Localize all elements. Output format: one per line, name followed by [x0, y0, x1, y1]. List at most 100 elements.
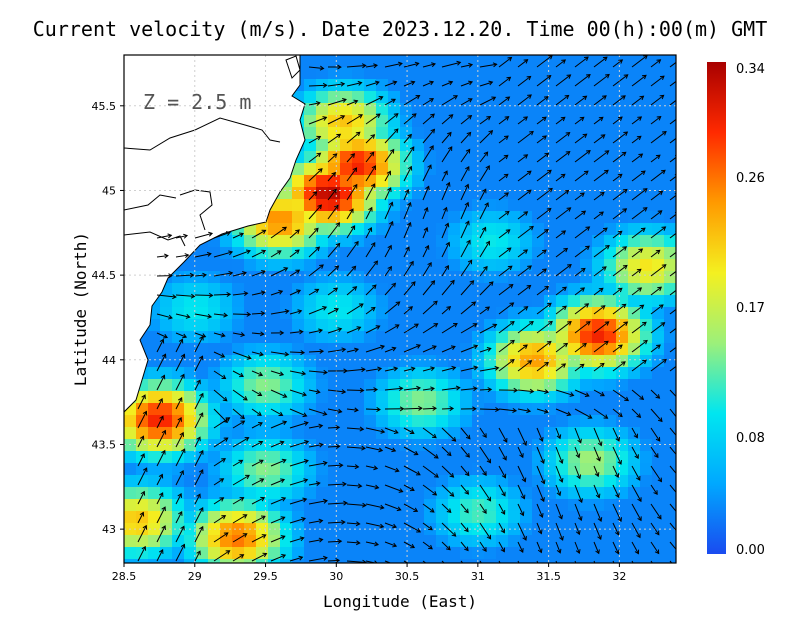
speed-cell: [580, 427, 593, 440]
speed-cell: [544, 547, 557, 560]
speed-cell: [160, 547, 173, 560]
speed-cell: [532, 367, 545, 380]
speed-cell: [292, 235, 305, 248]
speed-cell: [328, 355, 341, 368]
speed-cell: [352, 463, 365, 476]
speed-cell: [364, 319, 377, 332]
speed-cell: [304, 139, 317, 152]
speed-cell: [448, 199, 461, 212]
speed-cell: [544, 511, 557, 524]
speed-cell: [580, 463, 593, 476]
speed-cell: [412, 283, 425, 296]
speed-cell: [628, 163, 641, 176]
speed-cell: [436, 175, 449, 188]
speed-cell: [544, 427, 557, 440]
speed-cell: [340, 55, 353, 68]
speed-cell: [508, 355, 521, 368]
arrow-head: [634, 567, 638, 571]
speed-cell: [604, 175, 617, 188]
speed-cell: [400, 439, 413, 452]
plot-area: [124, 50, 684, 578]
speed-cell: [628, 511, 641, 524]
speed-cell: [256, 355, 269, 368]
speed-cell: [628, 331, 641, 344]
speed-cell: [232, 451, 245, 464]
y-tick-label: 45: [102, 184, 116, 197]
speed-cell: [592, 127, 605, 140]
speed-cell: [640, 415, 653, 428]
speed-cell: [604, 319, 617, 332]
speed-cell: [544, 139, 557, 152]
speed-cell: [364, 79, 377, 92]
speed-cell: [628, 247, 641, 260]
speed-cell: [580, 271, 593, 284]
speed-cell: [340, 451, 353, 464]
speed-cell: [304, 367, 317, 380]
speed-cell: [316, 187, 329, 200]
speed-cell: [664, 163, 677, 176]
speed-cell: [544, 307, 557, 320]
speed-cell: [616, 103, 629, 116]
speed-cell: [592, 103, 605, 116]
speed-cell: [304, 343, 317, 356]
speed-cell: [328, 211, 341, 224]
speed-cell: [292, 319, 305, 332]
speed-cell: [196, 475, 209, 488]
arrow-head: [676, 531, 680, 535]
speed-cell: [424, 559, 437, 572]
speed-cell: [652, 319, 665, 332]
speed-cell: [328, 151, 341, 164]
speed-cell: [628, 343, 641, 356]
speed-cell: [580, 403, 593, 416]
speed-cell: [484, 355, 497, 368]
speed-cell: [472, 187, 485, 200]
speed-cell: [424, 175, 437, 188]
speed-cell: [292, 211, 305, 224]
speed-cell: [508, 55, 521, 68]
arrow-head: [430, 565, 434, 569]
arrow-head: [678, 305, 682, 309]
speed-cell: [340, 355, 353, 368]
speed-cell: [568, 355, 581, 368]
colorbar: 0.340.260.170.080.00: [707, 62, 765, 558]
speed-cell: [280, 295, 293, 308]
speed-cell: [388, 415, 401, 428]
speed-cell: [376, 55, 389, 68]
speed-cell: [508, 343, 521, 356]
speed-cell: [640, 439, 653, 452]
speed-cell: [412, 511, 425, 524]
speed-cell: [652, 199, 665, 212]
speed-cell: [304, 319, 317, 332]
speed-cell: [304, 499, 317, 512]
speed-cell: [316, 55, 329, 68]
speed-cell: [124, 439, 137, 452]
speed-cell: [580, 115, 593, 128]
speed-cell: [220, 235, 233, 248]
speed-cell: [628, 475, 641, 488]
speed-cell: [604, 67, 617, 80]
speed-cell: [508, 463, 521, 476]
speed-cell: [652, 271, 665, 284]
speed-cell: [580, 367, 593, 380]
speed-cell: [424, 259, 437, 272]
speed-cell: [484, 67, 497, 80]
speed-cell: [196, 283, 209, 296]
speed-cell: [592, 499, 605, 512]
speed-cell: [460, 223, 473, 236]
speed-cell: [160, 367, 173, 380]
speed-cell: [376, 67, 389, 80]
speed-cell: [424, 391, 437, 404]
speed-cell: [400, 115, 413, 128]
speed-cell: [568, 55, 581, 68]
speed-cell: [532, 391, 545, 404]
speed-cell: [412, 319, 425, 332]
speed-cell: [388, 307, 401, 320]
speed-cell: [520, 499, 533, 512]
speed-cell: [256, 439, 269, 452]
speed-cell: [544, 175, 557, 188]
speed-cell: [304, 91, 317, 104]
speed-cell: [412, 247, 425, 260]
speed-cell: [436, 79, 449, 92]
x-axis-title: Longitude (East): [323, 592, 477, 611]
arrow-head: [677, 268, 681, 272]
